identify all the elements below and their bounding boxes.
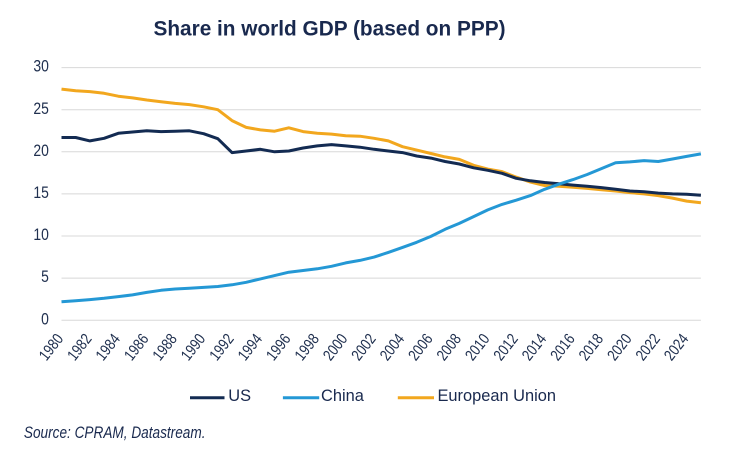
svg-text:US: US [228, 387, 251, 405]
svg-text:Source: CPRAM, Datastream.: Source: CPRAM, Datastream. [24, 424, 206, 442]
svg-text:30: 30 [33, 57, 49, 76]
svg-text:10: 10 [33, 225, 49, 244]
svg-text:European Union: European Union [438, 387, 556, 405]
svg-text:25: 25 [33, 99, 49, 118]
svg-text:0: 0 [41, 309, 49, 328]
svg-text:Share in world GDP (based on P: Share in world GDP (based on PPP) [153, 18, 505, 41]
svg-text:5: 5 [41, 267, 49, 286]
svg-text:China: China [321, 387, 365, 405]
svg-text:20: 20 [33, 141, 49, 160]
svg-text:15: 15 [33, 183, 49, 202]
